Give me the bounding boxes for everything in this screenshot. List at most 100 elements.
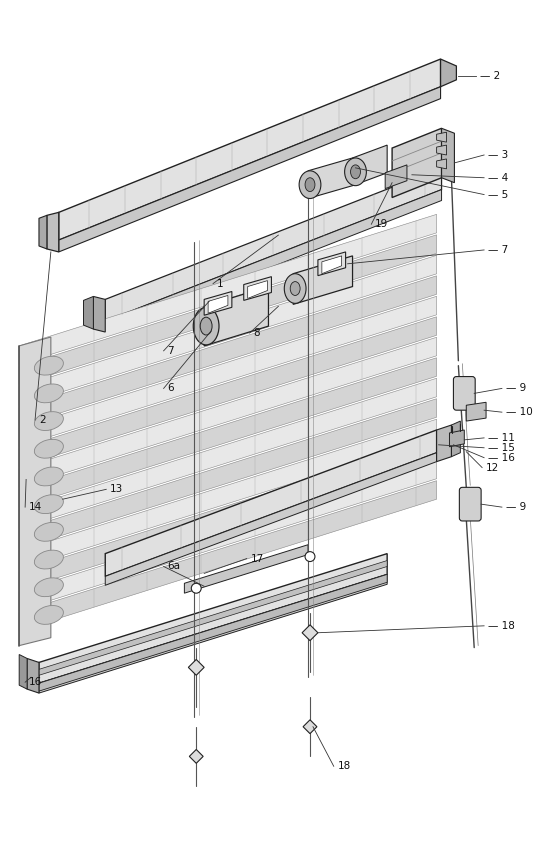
Text: 17: 17 [251,553,264,563]
Polygon shape [308,158,353,198]
Polygon shape [19,337,51,646]
Polygon shape [184,545,308,593]
Text: — 10: — 10 [506,407,533,417]
Ellipse shape [284,274,306,304]
Ellipse shape [344,158,367,186]
Polygon shape [302,625,318,640]
Polygon shape [105,453,437,586]
Polygon shape [105,190,441,332]
Polygon shape [318,252,345,275]
Polygon shape [39,575,387,691]
Text: — 5: — 5 [488,190,508,199]
Ellipse shape [290,281,300,296]
Polygon shape [244,277,272,300]
Polygon shape [452,421,460,457]
Text: 1: 1 [217,279,224,289]
Ellipse shape [34,384,64,403]
Text: — 18: — 18 [488,621,515,631]
Ellipse shape [34,578,64,597]
Polygon shape [39,575,387,693]
Polygon shape [385,165,407,189]
Polygon shape [59,59,440,240]
Polygon shape [441,128,454,183]
Polygon shape [293,256,353,304]
Ellipse shape [34,605,64,624]
Text: — 7: — 7 [488,245,508,255]
Polygon shape [437,425,452,462]
Polygon shape [105,430,437,576]
Polygon shape [19,337,437,487]
Polygon shape [47,212,59,252]
Text: 8: 8 [254,328,260,338]
Polygon shape [19,215,437,364]
Text: 6a: 6a [168,562,181,571]
Polygon shape [19,439,437,590]
Ellipse shape [350,165,361,179]
Polygon shape [466,402,486,421]
Polygon shape [204,286,268,346]
Text: — 9: — 9 [506,502,526,512]
Polygon shape [19,297,437,446]
Polygon shape [392,128,441,198]
Polygon shape [39,561,387,675]
Polygon shape [188,659,204,675]
Polygon shape [39,215,47,249]
Polygon shape [204,292,232,315]
Ellipse shape [34,522,64,541]
Text: — 9: — 9 [506,383,526,393]
Text: 12: 12 [486,463,499,473]
Polygon shape [93,297,105,332]
Text: 14: 14 [29,502,43,512]
Ellipse shape [194,307,219,345]
Text: 19: 19 [375,219,389,229]
Text: — 15: — 15 [488,443,515,453]
Ellipse shape [34,467,64,486]
Polygon shape [19,419,437,569]
Polygon shape [19,276,437,426]
Polygon shape [105,168,441,321]
Polygon shape [59,86,440,252]
Polygon shape [19,460,437,610]
Polygon shape [450,430,464,447]
Polygon shape [19,481,437,631]
Polygon shape [208,296,228,313]
Text: 6: 6 [168,383,174,393]
FancyBboxPatch shape [453,376,475,410]
Polygon shape [19,256,437,405]
Ellipse shape [34,357,64,375]
Text: — 11: — 11 [488,433,515,443]
Circle shape [305,551,315,562]
Polygon shape [322,256,342,274]
Text: — 16: — 16 [488,452,515,463]
Polygon shape [19,655,27,689]
Polygon shape [437,133,446,142]
Text: 18: 18 [338,761,351,771]
Ellipse shape [305,178,315,192]
Polygon shape [248,280,267,298]
Polygon shape [27,658,39,693]
Ellipse shape [34,495,64,514]
Text: 7: 7 [168,345,174,356]
Polygon shape [437,145,446,155]
Polygon shape [353,145,387,186]
Polygon shape [39,554,387,683]
Polygon shape [19,235,437,385]
Text: — 3: — 3 [488,150,508,160]
Text: 2: 2 [39,415,46,425]
Polygon shape [84,297,93,329]
Polygon shape [19,378,437,528]
Polygon shape [440,59,457,86]
Ellipse shape [200,317,212,335]
Ellipse shape [34,411,64,430]
Polygon shape [19,398,437,549]
Ellipse shape [299,171,321,198]
Ellipse shape [34,439,64,458]
Text: — 2: — 2 [480,71,500,81]
Polygon shape [189,750,203,764]
Polygon shape [303,720,317,734]
FancyBboxPatch shape [459,487,481,521]
Polygon shape [19,357,437,508]
Ellipse shape [34,550,64,569]
Text: 16: 16 [29,677,43,687]
Polygon shape [19,317,437,467]
